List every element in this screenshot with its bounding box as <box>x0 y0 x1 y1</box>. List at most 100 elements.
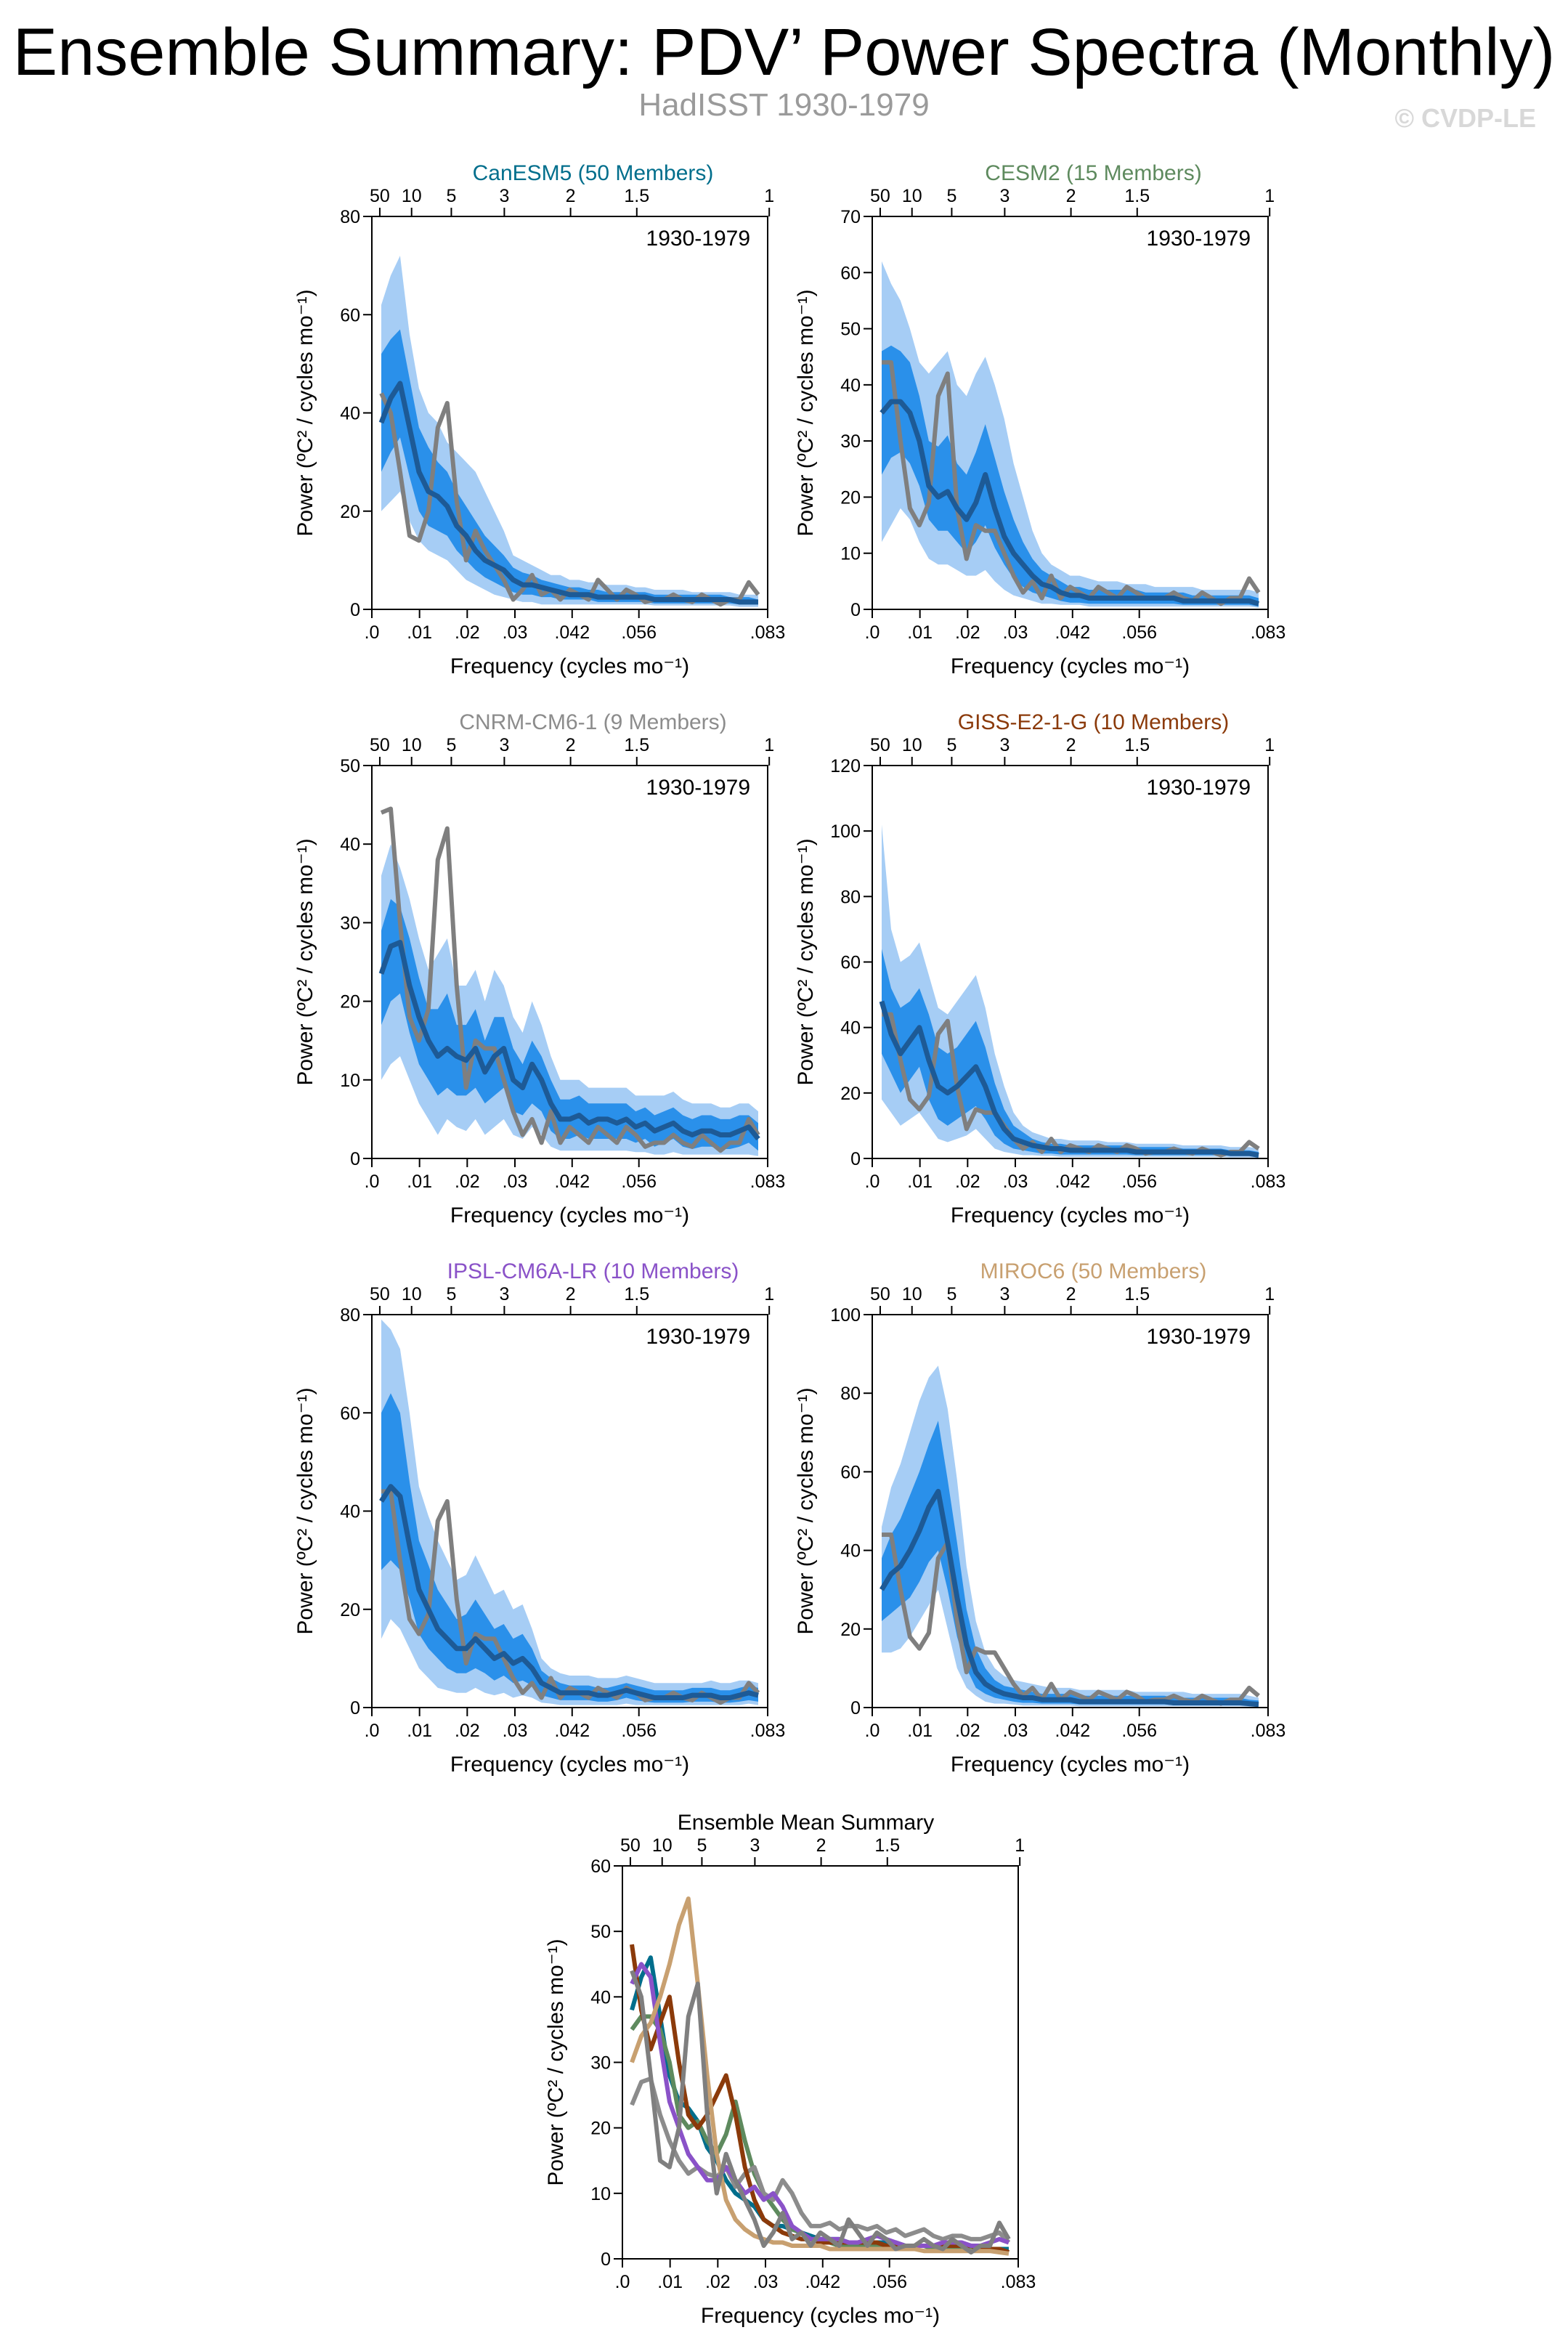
y-tick-label: 20 <box>590 2119 611 2139</box>
x-tick-label: .042 <box>1055 1721 1090 1741</box>
top-tick-label: 10 <box>652 1835 673 1856</box>
top-tick-label: 50 <box>870 1284 890 1304</box>
plot-frame <box>371 765 768 1159</box>
top-tick-label: 2 <box>1066 186 1076 206</box>
top-tick-label: 3 <box>750 1835 760 1856</box>
top-tick-label: 5 <box>446 186 456 206</box>
panel-miroc6: 0 20 40 60 80 100 .0 .01 .02 .03 .042 .056 .083 50 10 5… <box>794 1259 1285 1777</box>
x-tick-label: .083 <box>1251 622 1286 643</box>
panel-giss-e2-1-g: 0 20 40 60 80 100 120 .0 .01 .02 .03 .042 .056 .083 50… <box>794 710 1285 1227</box>
plot-area <box>378 806 760 1156</box>
top-tick-label: 3 <box>499 1284 509 1304</box>
y-tick-label: 30 <box>340 913 360 933</box>
top-tick-label: 5 <box>946 1284 956 1304</box>
y-tick-label: 60 <box>340 305 360 325</box>
y-tick-label: 60 <box>840 263 861 283</box>
top-tick-label: 1.5 <box>1124 186 1150 206</box>
x-tick-label: .056 <box>621 1172 657 1192</box>
x-axis-label: Frequency (cycles mo⁻¹) <box>951 1753 1190 1777</box>
spread-band-inner <box>882 949 1259 1157</box>
x-tick-label: .03 <box>503 1172 528 1192</box>
top-tick-label: 5 <box>696 1835 707 1856</box>
y-tick-label: 40 <box>840 1018 861 1039</box>
top-tick-label: 2 <box>1066 1284 1076 1304</box>
main-title: Ensemble Summary: PDV’ Power Spectra (Mo… <box>12 15 1556 89</box>
top-tick-label: 1 <box>764 1284 774 1304</box>
period-label: 1930-1979 <box>646 227 750 251</box>
spread-band-inner <box>882 1421 1259 1706</box>
top-tick-label: 2 <box>816 1835 826 1856</box>
panel-cnrm-cm6-1: 0 10 20 30 40 50 .0 .01 .02 .03 .042 .056 .083 50 10 5 3… <box>293 710 785 1227</box>
x-tick-label: .056 <box>1121 1172 1157 1192</box>
top-tick-label: 1 <box>1015 1835 1025 1856</box>
series-line-cesm2 <box>630 2014 1010 2254</box>
x-tick-label: .02 <box>955 1721 980 1741</box>
y-tick-label: 40 <box>340 1502 360 1522</box>
x-axis-label: Frequency (cycles mo⁻¹) <box>951 654 1190 678</box>
y-tick-label: 20 <box>840 1084 861 1104</box>
top-tick-label: 3 <box>999 735 1010 755</box>
top-tick-label: 10 <box>402 735 422 755</box>
y-tick-label: 40 <box>340 404 360 424</box>
top-tick-label: 1 <box>1264 735 1275 755</box>
top-tick-label: 1.5 <box>874 1835 900 1856</box>
x-tick-label: .083 <box>750 1721 786 1741</box>
series-line-cnrm-cm6-1 <box>630 2077 1011 2244</box>
top-tick-label: 1 <box>764 186 774 206</box>
ensemble-mean-line <box>879 1000 1259 1158</box>
plot-frame <box>622 1865 1019 2260</box>
period-label: 1930-1979 <box>1147 1325 1251 1349</box>
ensemble-mean-line <box>880 1488 1259 1708</box>
x-tick-label: .083 <box>750 1172 786 1192</box>
x-tick-label: .02 <box>455 622 480 643</box>
top-tick-label: 1.5 <box>624 186 649 206</box>
top-tick-label: 10 <box>402 1284 422 1304</box>
top-tick-label: 5 <box>946 735 956 755</box>
ensemble-mean-line <box>378 381 758 605</box>
period-label: 1930-1979 <box>646 1325 750 1349</box>
y-tick-label: 100 <box>830 821 861 842</box>
obs-line <box>380 806 760 1153</box>
panel-title: CESM2 (15 Members) <box>985 161 1201 185</box>
x-tick-label: .01 <box>907 622 933 643</box>
x-tick-label: .01 <box>407 1721 432 1741</box>
x-tick-label: .0 <box>365 1172 380 1192</box>
x-tick-label: .03 <box>1003 1721 1028 1741</box>
top-tick-label: 50 <box>620 1835 641 1856</box>
y-tick-label: 40 <box>840 376 861 396</box>
y-tick-label: 70 <box>840 207 861 227</box>
y-tick-label: 120 <box>830 756 861 776</box>
y-tick-label: 10 <box>340 1071 360 1091</box>
y-tick-label: 60 <box>840 1462 861 1482</box>
plot-area <box>378 256 760 607</box>
obs-line <box>882 360 1261 606</box>
x-tick-label: .0 <box>865 1172 880 1192</box>
x-tick-label: .02 <box>955 622 980 643</box>
x-tick-label: .02 <box>705 2272 731 2292</box>
plot-area <box>880 261 1261 608</box>
spread-band-outer <box>882 1365 1259 1707</box>
top-tick-label: 10 <box>902 735 922 755</box>
y-axis-label: Power (ºC² / cycles mo⁻¹) <box>293 289 317 536</box>
y-tick-label: 10 <box>590 2184 611 2204</box>
top-tick-label: 1 <box>1264 1284 1275 1304</box>
panel-title: Ensemble Mean Summary <box>678 1811 934 1835</box>
plot-frame <box>872 1314 1269 1708</box>
x-axis-label: Frequency (cycles mo⁻¹) <box>701 2304 940 2328</box>
top-tick-label: 1 <box>1264 186 1275 206</box>
x-tick-label: .042 <box>554 1172 590 1192</box>
spread-band-inner <box>381 1393 758 1703</box>
top-tick-label: 10 <box>902 186 922 206</box>
x-tick-label: .0 <box>865 1721 880 1741</box>
series-line-hadisst <box>630 1970 1011 2254</box>
panel-title: MIROC6 (50 Members) <box>980 1259 1207 1283</box>
x-tick-label: .03 <box>503 622 528 643</box>
top-tick-label: 50 <box>870 735 890 755</box>
y-tick-label: 60 <box>840 953 861 973</box>
x-tick-label: .03 <box>1003 1172 1028 1192</box>
x-tick-label: .083 <box>1251 1721 1286 1741</box>
x-tick-label: .056 <box>1121 1721 1157 1741</box>
watermark: © CVDP-LE <box>1394 103 1536 133</box>
y-tick-label: 80 <box>840 1384 861 1404</box>
x-tick-label: .01 <box>907 1721 933 1741</box>
